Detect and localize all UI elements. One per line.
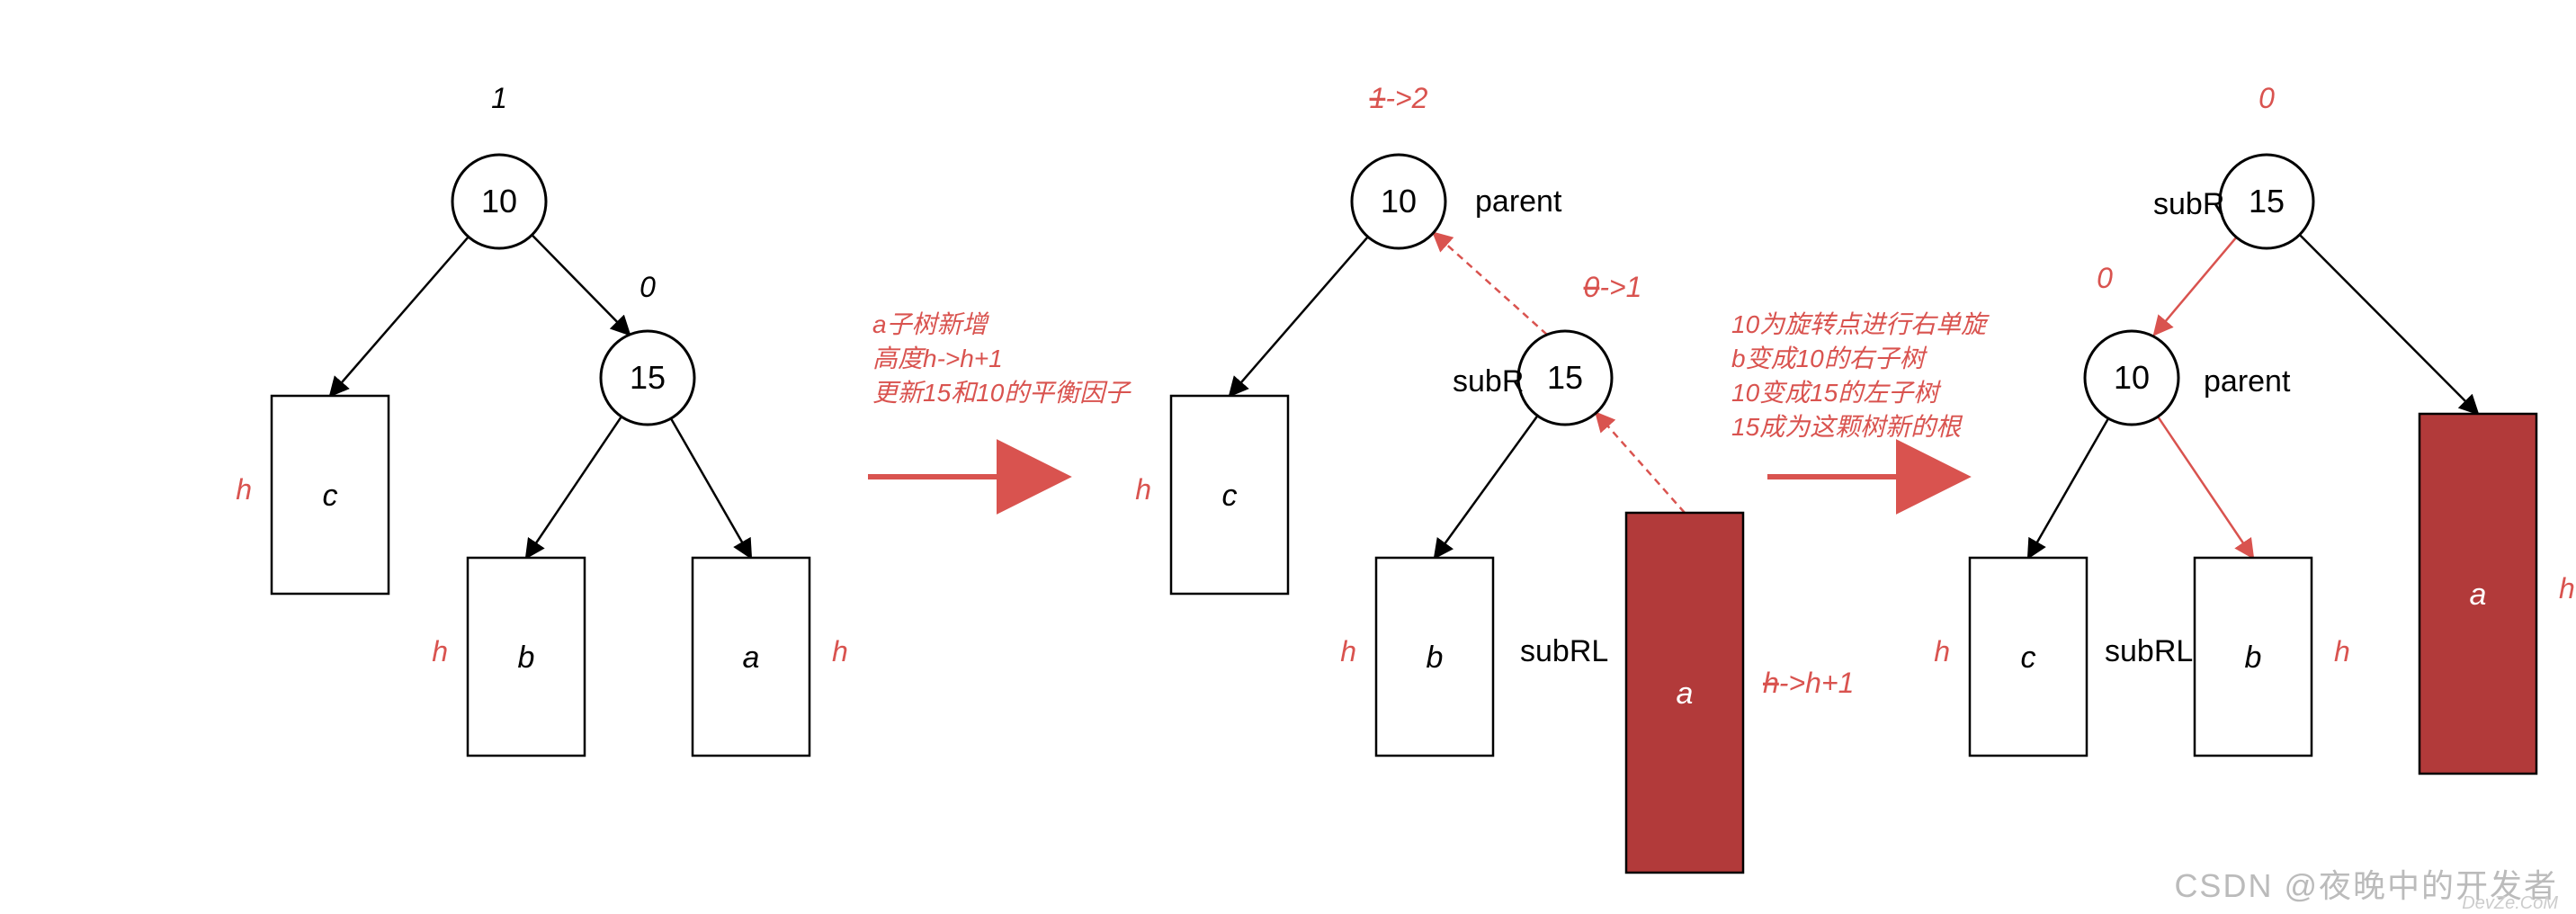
tree-edge xyxy=(1596,413,1685,513)
annotation-label: h xyxy=(1135,473,1151,506)
tree-edge xyxy=(1435,416,1537,558)
annotation-label: subR xyxy=(2153,187,2224,221)
annotation-label: 0->1 xyxy=(1584,271,1642,303)
subtree-label: c xyxy=(323,479,338,513)
subtree-label: a xyxy=(2470,578,2487,612)
subtree-label: a xyxy=(743,641,760,675)
watermark-devze: DevZe.CoM xyxy=(2462,893,2558,914)
caption-line: b变成10的右子树 xyxy=(1731,345,1928,372)
caption-line: a子树新增 xyxy=(872,310,990,338)
caption-line: 高度h->h+1 xyxy=(872,345,1003,372)
caption-line: 15成为这颗树新的根 xyxy=(1731,413,1963,441)
tree-edge xyxy=(330,237,469,396)
annotation-label: 0 xyxy=(640,271,656,303)
annotation-label: h xyxy=(236,473,252,506)
annotation-label: h->h+1 xyxy=(1763,667,1854,699)
subtree-label: c xyxy=(1222,479,1238,513)
tree-edge xyxy=(2158,417,2253,558)
annotation-label: h xyxy=(432,635,448,668)
node-label: 10 xyxy=(481,183,517,220)
avl-rotation-diagram: 1015cba1015cba1510acb10hhh1->2parent0->1… xyxy=(0,0,2576,914)
caption-line: 10为旋转点进行右单旋 xyxy=(1731,310,1990,338)
annotation-label: h+1 xyxy=(2559,572,2576,605)
annotation-label: 1->2 xyxy=(1370,82,1428,114)
tree-edge xyxy=(1230,237,1368,396)
node-label: 15 xyxy=(1547,359,1583,396)
annotation-label: 0 xyxy=(2097,262,2113,294)
annotation-label: parent xyxy=(2204,364,2291,399)
tree-edge xyxy=(532,235,630,335)
tree-edge xyxy=(2028,418,2108,558)
annotation-label: h xyxy=(1934,635,1950,668)
annotation-label: subRL xyxy=(1520,634,1608,668)
caption-line: 10变成15的左子树 xyxy=(1731,379,1942,407)
tree-edge xyxy=(2300,235,2478,414)
node-label: 10 xyxy=(1381,183,1417,220)
subtree-label: b xyxy=(1427,641,1444,675)
subtree-label: a xyxy=(1677,677,1694,711)
subtree-label: c xyxy=(2021,641,2036,675)
tree-edge xyxy=(1434,233,1547,335)
tree-edge xyxy=(671,418,751,558)
annotation-label: h xyxy=(2334,635,2350,668)
annotation-label: subRL xyxy=(2105,634,2193,668)
annotation-label: h xyxy=(832,635,848,668)
tree-edge xyxy=(526,417,622,558)
subtree-label: b xyxy=(2245,641,2262,675)
annotation-label: 1 xyxy=(491,82,507,114)
annotation-label: 0 xyxy=(2258,82,2275,114)
annotation-label: subR xyxy=(1453,364,1524,399)
node-label: 15 xyxy=(630,359,666,396)
node-label: 15 xyxy=(2249,183,2285,220)
node-label: 10 xyxy=(2114,359,2150,396)
caption-line: 更新15和10的平衡因子 xyxy=(872,379,1131,407)
annotation-label: parent xyxy=(1475,184,1562,219)
subtree-label: b xyxy=(518,641,535,675)
tree-edge xyxy=(2154,237,2236,335)
annotation-label: h xyxy=(1340,635,1356,668)
